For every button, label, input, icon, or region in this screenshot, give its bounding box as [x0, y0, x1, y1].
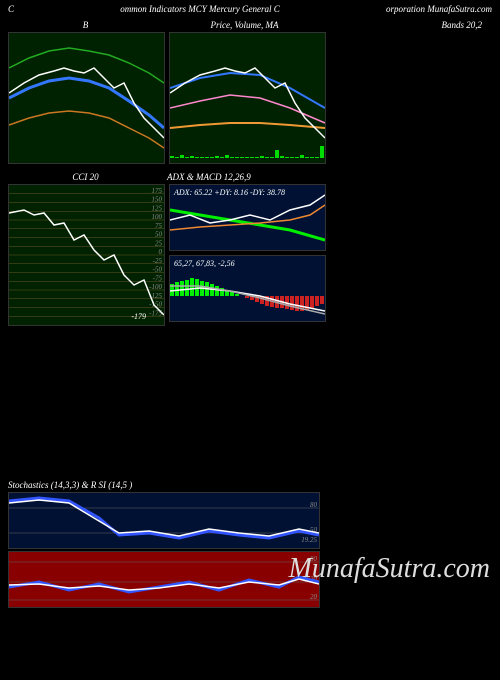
stoch1-panel: 805019.25: [8, 492, 320, 549]
cci-panel: 1751501251007550250-25-50-75-100-125-150…: [8, 184, 165, 326]
header-right: orporation MunafaSutra.com: [386, 4, 492, 14]
watermark: MunafaSutra.com: [289, 553, 490, 585]
svg-text:150: 150: [152, 196, 163, 204]
adx-panel: ADX: 65.22 +DY: 8.16 -DY: 38.78: [169, 184, 326, 251]
svg-text:-50: -50: [153, 266, 163, 274]
macd-panel: 65,27, 67,83, -2,56: [169, 255, 326, 322]
row1: [0, 32, 500, 164]
row2: 1751501251007550250-25-50-75-100-125-150…: [0, 184, 500, 326]
svg-text:125: 125: [152, 204, 163, 212]
bands-title: Bands 20,2: [326, 18, 492, 32]
svg-text:-179: -179: [131, 312, 146, 321]
volume-panel: [169, 32, 326, 164]
adx-macd-col: ADX: 65.22 +DY: 8.16 -DY: 38.78 65,27, 6…: [169, 184, 326, 326]
svg-text:65,27, 67,83, -2,56: 65,27, 67,83, -2,56: [174, 259, 235, 268]
svg-text:100: 100: [152, 213, 163, 221]
svg-text:20: 20: [310, 593, 318, 601]
page-header: C ommon Indicators MCY Mercury General C…: [0, 0, 500, 18]
bollinger-title: B: [8, 18, 163, 32]
row1-titles: B Price, Volume, MA Bands 20,2: [0, 18, 500, 32]
row2-titles: CCI 20 ADX & MACD 12,26,9: [0, 170, 500, 184]
header-left: C: [8, 4, 14, 14]
svg-text:50: 50: [155, 231, 163, 239]
adx-title: ADX & MACD 12,26,9: [167, 170, 322, 184]
svg-text:0: 0: [159, 248, 163, 256]
svg-text:-25: -25: [153, 257, 163, 265]
stoch-title: Stochastics (14,3,3) & R SI (14,5 ): [0, 476, 500, 492]
stoch2-panel: 8049.2020: [8, 551, 320, 608]
svg-text:75: 75: [155, 222, 163, 230]
cci-title: CCI 20: [8, 170, 163, 184]
bollinger-panel: [8, 32, 165, 164]
row3: 805019.25: [0, 492, 500, 549]
svg-text:-75: -75: [153, 274, 163, 282]
svg-text:80: 80: [310, 501, 318, 509]
svg-text:-100: -100: [149, 283, 162, 291]
header-center: ommon Indicators MCY Mercury General C: [120, 4, 279, 14]
svg-text:25: 25: [155, 239, 163, 247]
volume-title: Price, Volume, MA: [167, 18, 322, 32]
svg-text:175: 175: [152, 187, 163, 195]
svg-text:19.25: 19.25: [301, 536, 317, 544]
svg-text:ADX: 65.22 +DY: 8.16 -DY: 38: ADX: 65.22 +DY: 8.16 -DY: 38.78: [173, 188, 285, 197]
